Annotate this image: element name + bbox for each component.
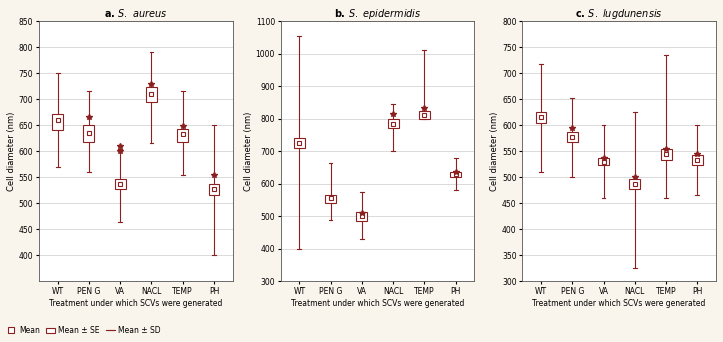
FancyBboxPatch shape: [450, 172, 461, 176]
X-axis label: Treatment under which SCVs were generated: Treatment under which SCVs were generate…: [49, 299, 223, 308]
FancyBboxPatch shape: [598, 158, 609, 165]
Y-axis label: Cell diameter (nm): Cell diameter (nm): [244, 111, 253, 191]
FancyBboxPatch shape: [629, 179, 641, 189]
Y-axis label: Cell diameter (nm): Cell diameter (nm): [490, 111, 500, 191]
FancyBboxPatch shape: [146, 87, 157, 102]
Title: b. $\it{S.\ epidermidis}$: b. $\it{S.\ epidermidis}$: [334, 7, 422, 21]
FancyBboxPatch shape: [83, 125, 95, 142]
FancyBboxPatch shape: [388, 119, 398, 129]
FancyBboxPatch shape: [325, 195, 336, 203]
X-axis label: Treatment under which SCVs were generated: Treatment under which SCVs were generate…: [532, 299, 706, 308]
FancyBboxPatch shape: [52, 114, 63, 130]
FancyBboxPatch shape: [115, 179, 126, 189]
Title: a. $\it{S.\ aureus}$: a. $\it{S.\ aureus}$: [104, 7, 168, 19]
FancyBboxPatch shape: [661, 149, 672, 160]
FancyBboxPatch shape: [294, 138, 305, 148]
FancyBboxPatch shape: [356, 212, 367, 221]
FancyBboxPatch shape: [419, 111, 430, 119]
Legend: Mean, Mean ± SE, Mean ± SD: Mean, Mean ± SE, Mean ± SD: [4, 323, 164, 338]
X-axis label: Treatment under which SCVs were generated: Treatment under which SCVs were generate…: [291, 299, 464, 308]
FancyBboxPatch shape: [536, 112, 547, 123]
FancyBboxPatch shape: [692, 155, 703, 165]
Y-axis label: Cell diameter (nm): Cell diameter (nm): [7, 111, 16, 191]
FancyBboxPatch shape: [177, 129, 188, 142]
FancyBboxPatch shape: [567, 132, 578, 142]
FancyBboxPatch shape: [208, 184, 220, 196]
Title: c. $\it{S.\ lugdunensis}$: c. $\it{S.\ lugdunensis}$: [576, 7, 663, 21]
